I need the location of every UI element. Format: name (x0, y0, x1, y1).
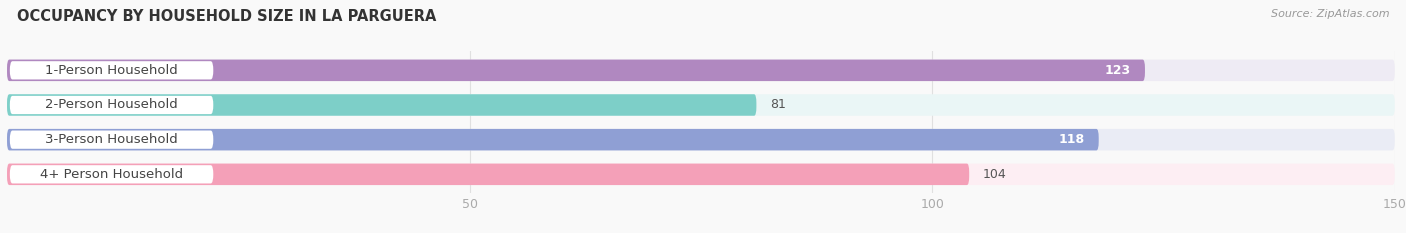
Text: 1-Person Household: 1-Person Household (45, 64, 179, 77)
Text: OCCUPANCY BY HOUSEHOLD SIZE IN LA PARGUERA: OCCUPANCY BY HOUSEHOLD SIZE IN LA PARGUE… (17, 9, 436, 24)
FancyBboxPatch shape (7, 60, 1144, 81)
FancyBboxPatch shape (7, 94, 1395, 116)
FancyBboxPatch shape (7, 60, 1395, 81)
FancyBboxPatch shape (7, 129, 1098, 151)
FancyBboxPatch shape (10, 130, 214, 149)
Text: 104: 104 (983, 168, 1007, 181)
Text: 81: 81 (770, 99, 786, 112)
Text: 4+ Person Household: 4+ Person Household (39, 168, 183, 181)
FancyBboxPatch shape (7, 164, 969, 185)
FancyBboxPatch shape (7, 94, 756, 116)
Text: 3-Person Household: 3-Person Household (45, 133, 179, 146)
FancyBboxPatch shape (10, 61, 214, 79)
Text: 2-Person Household: 2-Person Household (45, 99, 179, 112)
FancyBboxPatch shape (7, 164, 1395, 185)
FancyBboxPatch shape (10, 165, 214, 183)
FancyBboxPatch shape (7, 129, 1395, 151)
Text: 118: 118 (1059, 133, 1085, 146)
Text: 123: 123 (1105, 64, 1130, 77)
Text: Source: ZipAtlas.com: Source: ZipAtlas.com (1271, 9, 1389, 19)
FancyBboxPatch shape (10, 96, 214, 114)
